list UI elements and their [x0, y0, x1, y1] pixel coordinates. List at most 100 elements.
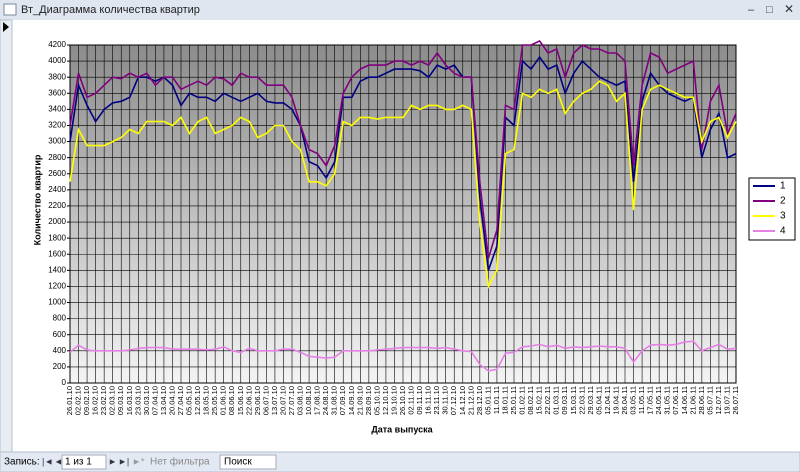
x-tick-label: 22.03.11 [577, 386, 586, 415]
x-tick-label: 24.08.10 [321, 386, 330, 415]
y-tick-label: 1600 [48, 249, 66, 258]
x-tick-label: 26.04.11 [620, 386, 629, 415]
x-tick-label: 21.12.10 [466, 386, 475, 415]
x-tick-label: 16.03.10 [125, 386, 134, 415]
record-selector[interactable] [0, 19, 13, 453]
x-tick-label: 02.02.10 [74, 386, 83, 415]
x-tick-label: 27.04.10 [176, 386, 185, 415]
x-tick-label: 29.06.10 [253, 386, 262, 415]
first-record[interactable]: |◄ [42, 456, 53, 466]
y-tick-label: 600 [53, 330, 67, 339]
y-tick-label: 4000 [48, 56, 66, 65]
x-tick-label: 29.03.11 [586, 386, 595, 415]
window-title: Вт_Диаграмма количества квартир [21, 4, 200, 16]
x-tick-label: 02.03.10 [108, 386, 117, 415]
y-tick-label: 0 [62, 378, 67, 387]
x-tick-label: 19.07.11 [722, 386, 731, 415]
status-bar [0, 451, 800, 472]
x-tick-label: 30.11.10 [441, 386, 450, 415]
x-tick-label: 05.05.10 [185, 386, 194, 415]
legend-label: 1 [780, 181, 786, 192]
x-tick-label: 09.11.10 [415, 386, 424, 415]
x-tick-label: 28.09.10 [364, 386, 373, 415]
x-tick-label: 31.08.10 [330, 386, 339, 415]
x-tick-label: 15.02.11 [535, 386, 544, 415]
y-tick-label: 2200 [48, 201, 66, 210]
x-tick-label: 06.07.10 [261, 386, 270, 415]
x-tick-label: 11.01.11 [492, 386, 501, 414]
y-tick-label: 3200 [48, 121, 66, 130]
x-tick-label: 15.03.11 [569, 386, 578, 415]
x-tick-label: 17.05.11 [646, 386, 655, 415]
x-tick-label: 16.11.10 [424, 386, 433, 415]
y-tick-label: 4200 [48, 40, 66, 49]
legend-label: 3 [780, 211, 786, 222]
x-tick-label: 25.01.11 [509, 386, 518, 415]
x-tick-label: 03.08.10 [296, 386, 305, 415]
y-tick-label: 1800 [48, 233, 66, 242]
last-record[interactable]: ►| [118, 456, 129, 466]
x-tick-label: 18.05.10 [202, 386, 211, 415]
y-tick-label: 1200 [48, 282, 66, 291]
minimize-button[interactable]: – [748, 4, 755, 16]
record-label: Запись: [4, 457, 40, 468]
y-tick-label: 3000 [48, 137, 66, 146]
maximize-button[interactable]: □ [766, 4, 773, 16]
y-tick-label: 3600 [48, 88, 66, 97]
x-tick-label: 12.05.10 [193, 386, 202, 415]
x-tick-label: 16.02.10 [91, 386, 100, 415]
x-tick-label: 07.06.11 [671, 386, 680, 415]
x-tick-label: 02.11.10 [407, 386, 416, 415]
x-tick-label: 15.06.10 [236, 386, 245, 415]
x-tick-label: 01.02.11 [518, 386, 527, 415]
legend-label: 4 [780, 226, 786, 237]
next-record[interactable]: ► [108, 456, 117, 466]
y-tick-label: 1400 [48, 265, 66, 274]
x-tick-label: 05.04.11 [594, 386, 603, 415]
x-tick-label: 14.12.10 [458, 386, 467, 415]
y-tick-label: 200 [53, 362, 67, 371]
x-tick-label: 21.09.10 [355, 386, 364, 415]
legend [748, 177, 796, 241]
legend-label: 2 [780, 196, 786, 207]
x-tick-label: 14.09.10 [347, 386, 356, 415]
x-tick-label: 30.03.10 [142, 386, 151, 415]
x-tick-label: 12.10.10 [381, 386, 390, 415]
close-button[interactable]: ✕ [784, 2, 794, 16]
y-tick-label: 2000 [48, 217, 66, 226]
x-tick-label: 11.05.11 [637, 386, 646, 414]
x-tick-label: 23.03.10 [133, 386, 142, 415]
x-tick-label: 28.12.10 [475, 386, 484, 415]
x-tick-label: 09.02.10 [82, 386, 91, 415]
x-tick-label: 05.10.10 [372, 386, 381, 415]
x-tick-label: 19.10.10 [389, 386, 398, 415]
x-tick-label: 07.12.10 [449, 386, 458, 415]
x-tick-label: 24.05.11 [654, 386, 663, 415]
x-tick-label: 14.06.11 [680, 386, 689, 415]
x-tick-label: 13.07.10 [270, 386, 279, 415]
x-tick-label: 19.04.11 [611, 386, 620, 415]
x-tick-label: 22.02.11 [543, 386, 552, 415]
series-line [69, 80, 737, 289]
x-tick-label: 31.05.11 [663, 386, 672, 415]
record-box[interactable] [61, 454, 107, 470]
x-tick-label: 12.04.11 [603, 386, 612, 415]
x-tick-label: 26.10.10 [398, 386, 407, 415]
y-tick-label: 400 [53, 346, 67, 355]
search-box[interactable] [219, 454, 277, 470]
x-tick-label: 10.08.10 [304, 386, 313, 415]
y-axis-label: Количество квартир [32, 154, 42, 245]
y-tick-label: 2600 [48, 169, 66, 178]
y-tick-label: 1000 [48, 298, 66, 307]
y-tick-label: 2800 [48, 153, 66, 162]
x-tick-label: 26.01.10 [65, 386, 74, 415]
x-tick-label: 20.07.10 [278, 386, 287, 415]
series-line [69, 39, 737, 259]
new-record[interactable]: ►* [132, 456, 145, 466]
filter-status[interactable]: Нет фильтра [150, 456, 210, 468]
x-tick-label: 26.07.11 [731, 386, 740, 415]
record-arrow [3, 22, 9, 32]
prev-record[interactable]: ◄ [54, 456, 63, 466]
x-tick-label: 12.07.11 [714, 386, 723, 415]
